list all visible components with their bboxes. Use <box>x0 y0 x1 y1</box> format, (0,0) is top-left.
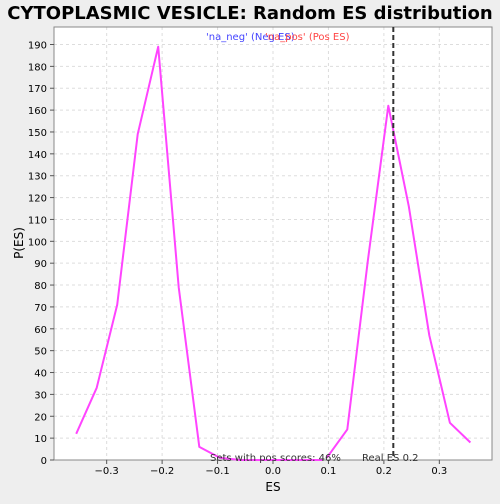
y-tick-label: 20 <box>34 412 47 423</box>
real-es-annotation: Real ES 0.2 <box>362 453 418 464</box>
y-tick-label: 160 <box>28 106 47 117</box>
y-tick-label: 150 <box>28 128 47 139</box>
y-tick-label: 190 <box>28 40 47 51</box>
series-layer <box>75 45 472 461</box>
x-tick-label: 0.2 <box>376 466 392 477</box>
y-tick-label: 110 <box>28 215 47 226</box>
y-tick-label: 60 <box>34 325 47 336</box>
y-axis-label: P(ES) <box>12 227 26 259</box>
y-tick-label: 170 <box>28 84 47 95</box>
y-tick-label: 70 <box>34 303 47 314</box>
y-tick-label: 30 <box>34 390 47 401</box>
chart-title: CYTOPLASMIC VESICLE: Random ES distribut… <box>7 3 493 24</box>
y-tick-label: 180 <box>28 62 47 73</box>
legend-pos: 'na_pos' (Pos ES) <box>265 32 350 43</box>
y-tick-label: 90 <box>34 259 47 270</box>
y-tick-label: 10 <box>34 434 47 445</box>
x-axis-label: ES <box>265 480 280 494</box>
y-tick-label: 130 <box>28 172 47 183</box>
x-tick-label: −0.2 <box>150 466 174 477</box>
y-tick-label: 140 <box>28 150 47 161</box>
y-tick-label: 40 <box>34 369 47 380</box>
x-tick-label: −0.1 <box>205 466 229 477</box>
series-line-neg <box>75 45 323 461</box>
series-line-pos <box>325 104 472 459</box>
x-tick-label: 0.0 <box>265 466 281 477</box>
y-tick-label: 50 <box>34 347 47 358</box>
x-tick-label: 0.1 <box>320 466 336 477</box>
y-tick-label: 120 <box>28 194 47 205</box>
y-tick-label: 100 <box>28 237 47 248</box>
legend-neg: 'na_neg' (Neg ES) <box>206 32 295 43</box>
x-tick-label: −0.3 <box>95 466 119 477</box>
y-tick-label: 0 <box>41 456 47 467</box>
pos-scores-annotation: Sets with pos scores: 46% <box>210 453 341 464</box>
x-tick-label: 0.3 <box>431 466 447 477</box>
y-tick-label: 80 <box>34 281 47 292</box>
